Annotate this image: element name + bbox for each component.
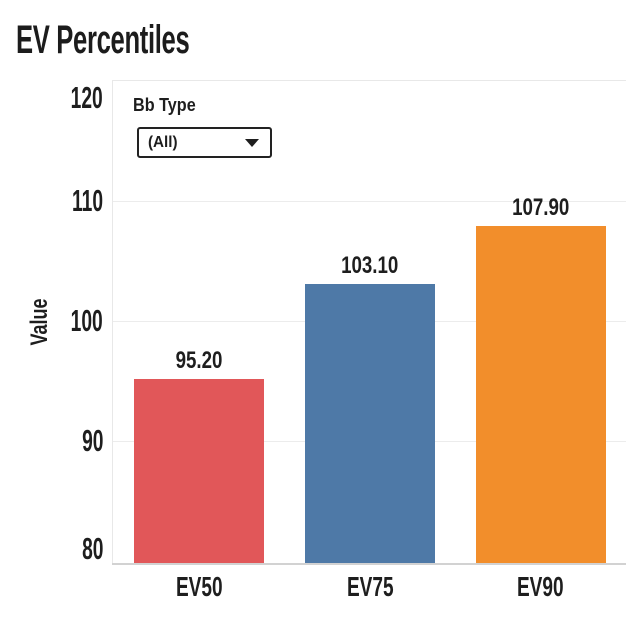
bar-value-label-text: 103.10	[341, 251, 399, 279]
page-title: EV Percentiles	[16, 18, 287, 62]
y-tick-label-text: 110	[71, 183, 103, 218]
dropdown-selected-value-text: (All)	[148, 134, 178, 151]
bar-ev50[interactable]	[134, 378, 265, 563]
y-tick-label-text: 90	[81, 423, 103, 458]
x-tick-label-ev75: EV75	[285, 571, 455, 602]
bar-value-label-ev90: 107.90	[456, 195, 626, 220]
y-tick-label-120: 120	[0, 82, 103, 114]
filter-title: Bb Type	[133, 95, 203, 115]
bar-value-label-text: 107.90	[512, 194, 570, 222]
x-tick-label-text: EV75	[346, 571, 394, 602]
x-tick-label-ev50: EV50	[114, 571, 284, 602]
caret-down-icon	[245, 139, 259, 147]
x-tick-label-text: EV50	[176, 571, 223, 602]
y-tick-label-110: 110	[0, 185, 103, 217]
y-tick-label-100: 100	[0, 305, 103, 337]
bar-value-label-ev75: 103.10	[285, 253, 455, 278]
bar-value-label-text: 95.20	[175, 346, 223, 374]
bb-type-dropdown[interactable]: (All)	[137, 127, 272, 158]
y-axis-line	[112, 80, 113, 563]
y-tick-label-text: 100	[70, 303, 103, 338]
page-title-text: EV Percentiles	[16, 18, 190, 62]
y-tick-label-80: 80	[0, 533, 103, 565]
pane-top-border	[112, 80, 626, 81]
y-tick-label-text: 120	[70, 80, 103, 115]
y-tick-label-text: 80	[81, 531, 103, 566]
x-tick-label-text: EV90	[517, 571, 564, 602]
bar-ev90[interactable]	[475, 226, 606, 563]
x-tick-label-ev90: EV90	[456, 571, 626, 602]
bar-value-label-ev50: 95.20	[114, 348, 284, 373]
gridline-110	[113, 201, 626, 202]
filter-title-text: Bb Type	[133, 95, 196, 115]
x-axis-line	[112, 563, 626, 565]
dropdown-selected-value: (All)	[148, 129, 179, 156]
y-tick-label-90: 90	[0, 425, 103, 457]
bar-ev75[interactable]	[305, 283, 435, 563]
